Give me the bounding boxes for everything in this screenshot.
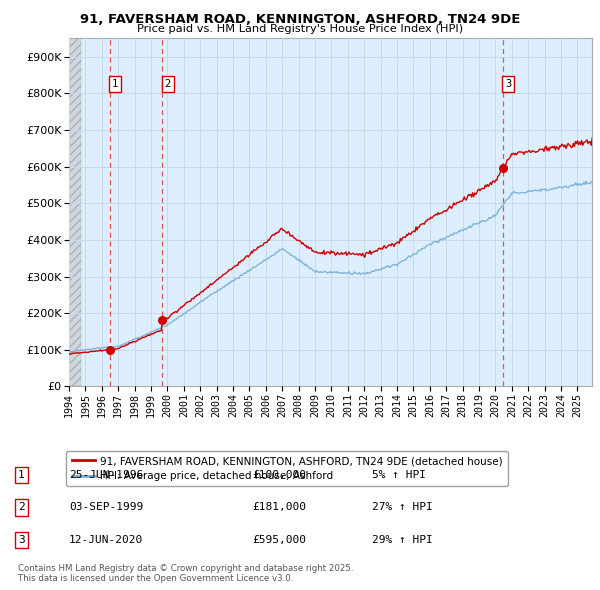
- Text: 27% ↑ HPI: 27% ↑ HPI: [372, 503, 433, 512]
- Text: £181,000: £181,000: [252, 503, 306, 512]
- Text: 03-SEP-1999: 03-SEP-1999: [69, 503, 143, 512]
- Text: £595,000: £595,000: [252, 535, 306, 545]
- Text: 1: 1: [112, 78, 118, 88]
- Text: 25-JUN-1996: 25-JUN-1996: [69, 470, 143, 480]
- Text: 5% ↑ HPI: 5% ↑ HPI: [372, 470, 426, 480]
- Text: 1: 1: [18, 470, 25, 480]
- Text: 3: 3: [18, 535, 25, 545]
- Text: Contains HM Land Registry data © Crown copyright and database right 2025.
This d: Contains HM Land Registry data © Crown c…: [18, 563, 353, 583]
- Legend: 91, FAVERSHAM ROAD, KENNINGTON, ASHFORD, TN24 9DE (detached house), HPI: Average: 91, FAVERSHAM ROAD, KENNINGTON, ASHFORD,…: [67, 451, 508, 487]
- Text: 12-JUN-2020: 12-JUN-2020: [69, 535, 143, 545]
- Text: 29% ↑ HPI: 29% ↑ HPI: [372, 535, 433, 545]
- Text: 2: 2: [18, 503, 25, 512]
- Text: Price paid vs. HM Land Registry's House Price Index (HPI): Price paid vs. HM Land Registry's House …: [137, 24, 463, 34]
- Bar: [69, 38, 82, 386]
- Text: £100,000: £100,000: [252, 470, 306, 480]
- Text: 3: 3: [505, 78, 511, 88]
- Text: 2: 2: [164, 78, 171, 88]
- Text: 91, FAVERSHAM ROAD, KENNINGTON, ASHFORD, TN24 9DE: 91, FAVERSHAM ROAD, KENNINGTON, ASHFORD,…: [80, 13, 520, 26]
